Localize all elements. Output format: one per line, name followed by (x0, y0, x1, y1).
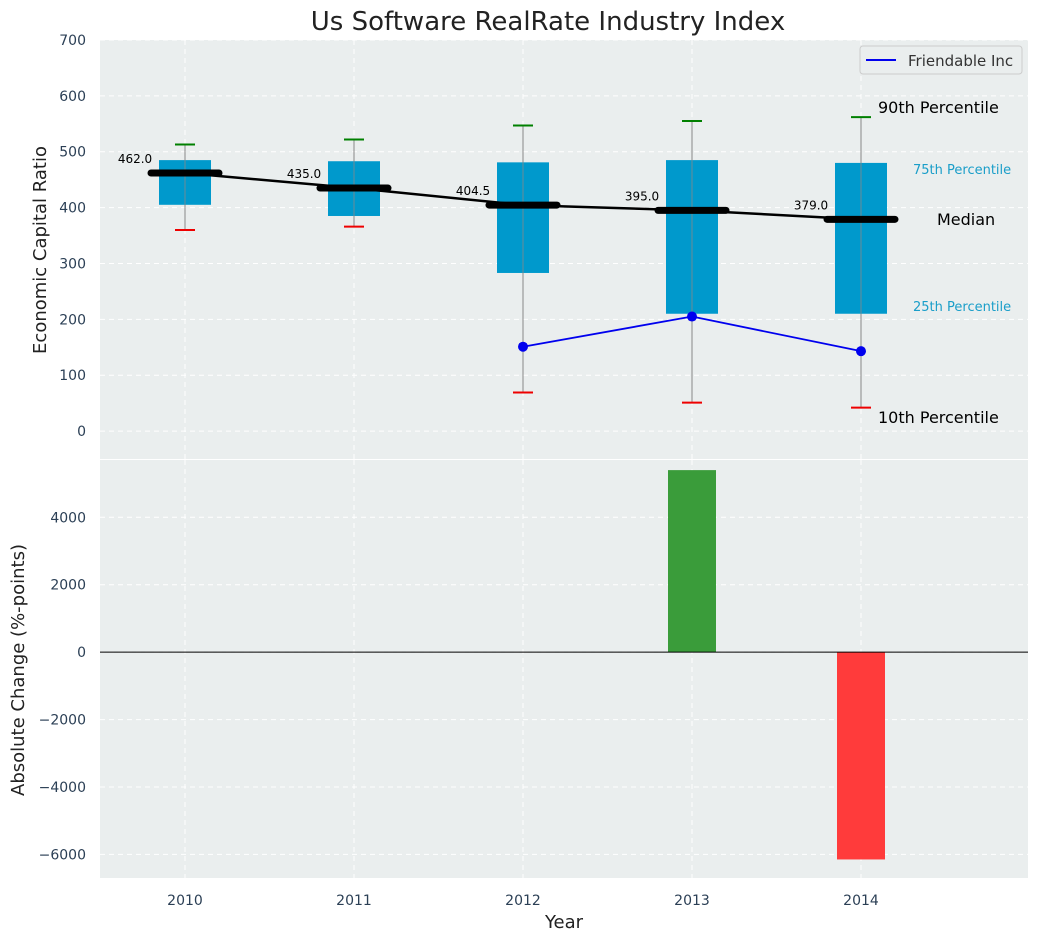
x-tick-label: 2014 (843, 893, 879, 909)
median-value-label: 462.0 (118, 152, 152, 166)
x-tick-label: 2011 (336, 893, 372, 909)
bottom-y-tick-label: −4000 (39, 780, 86, 796)
bottom-plot-area (100, 460, 1028, 878)
legend: Friendable Inc (859, 45, 1023, 75)
top-y-tick-label: 600 (59, 89, 86, 105)
top-y-tick-label: 700 (59, 33, 86, 49)
change-bar (668, 470, 716, 653)
legend-box (859, 45, 1023, 75)
bottom-y-tick-label: 4000 (50, 510, 86, 526)
x-tick-label: 2010 (167, 893, 203, 909)
median-value-label: 379.0 (794, 198, 828, 212)
x-axis-label: Year (544, 912, 584, 933)
bottom-y-tick-label: 0 (77, 645, 86, 661)
series-point-friendable (518, 341, 528, 352)
bottom-y-axis-label: Absolute Change (%-points) (8, 544, 29, 796)
median-value-label: 435.0 (287, 167, 321, 181)
bottom-y-tick-label: −2000 (39, 713, 86, 729)
legend-label-friendable: Friendable Inc (908, 52, 1013, 70)
bottom-y-tick-label: 2000 (50, 578, 86, 594)
top-y-tick-label: 500 (59, 145, 86, 161)
box-plot-layer: 462.0 435.0 404.5 395.0 379.0 (118, 116, 899, 409)
top-y-tick-label: 400 (59, 201, 86, 217)
axis-labels-layer: 0 100 200 300 400 500 600 700 −6000 −4000 −2000 0 20… (39, 33, 879, 909)
top-y-tick-label: 200 (59, 312, 86, 328)
top-y-tick-label: 0 (77, 424, 86, 440)
bottom-y-tick-label: −6000 (39, 847, 86, 863)
x-tick-label: 2012 (505, 893, 541, 909)
change-bar (837, 652, 885, 860)
top-y-tick-label: 300 (59, 256, 86, 272)
median-value-label: 404.5 (456, 184, 490, 198)
annotation-75th: 75th Percentile (913, 163, 1011, 178)
annotation-25th: 25th Percentile (913, 300, 1011, 315)
annotation-10th: 10th Percentile (878, 408, 999, 427)
top-y-axis-label: Economic Capital Ratio (30, 146, 51, 354)
x-tick-label: 2013 (674, 893, 710, 909)
chart-title: Us Software RealRate Industry Index (311, 7, 785, 37)
annotation-90th: 90th Percentile (878, 98, 999, 117)
annotation-median: Median (937, 210, 995, 229)
top-y-tick-label: 100 (59, 368, 86, 384)
bar-chart-layer (100, 470, 1028, 860)
series-point-friendable (856, 346, 866, 357)
median-value-label: 395.0 (625, 189, 659, 203)
series-point-friendable (687, 311, 697, 322)
